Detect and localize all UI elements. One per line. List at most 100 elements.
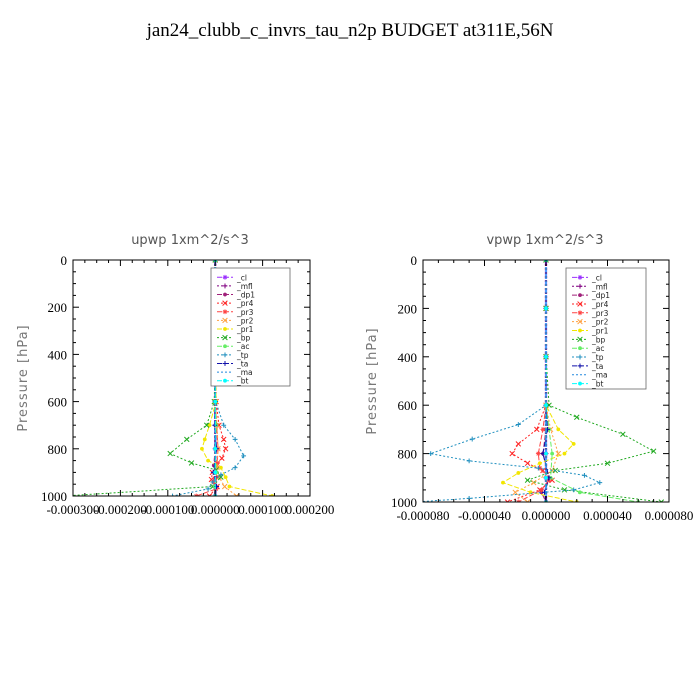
- data-point-pr1: [206, 458, 210, 463]
- data-point-bt: [544, 403, 548, 408]
- legend-label-pr2: _pr2: [591, 318, 609, 327]
- y-tick-label: 1000: [391, 495, 417, 510]
- legend-marker-dp1: [578, 293, 582, 298]
- legend-marker-ac: [578, 346, 582, 351]
- panel-title: upwp 1xm^2/s^3: [131, 233, 249, 248]
- legend-marker-pr3: [577, 310, 583, 316]
- data-point-bt: [213, 470, 218, 475]
- data-point-tp: [221, 422, 227, 428]
- legend-label-bp: _bp: [591, 335, 606, 344]
- legend-label-tp: _tp: [236, 351, 249, 360]
- x-tick-label: 0.000100: [238, 502, 287, 517]
- legend-label-pr3: _pr3: [591, 309, 609, 318]
- data-point-bp: [573, 414, 580, 421]
- legend-marker-pr4: [222, 300, 228, 306]
- x-tick-label: 0.000080: [645, 508, 694, 523]
- data-point-bp: [184, 436, 190, 443]
- data-point-bp: [561, 487, 568, 493]
- data-point-bp: [524, 477, 531, 483]
- series-line-bp: [73, 260, 222, 496]
- legend-label-ac: _ac: [236, 342, 249, 351]
- legend-marker-pr4: [577, 301, 583, 307]
- series-line-pr2: [214, 260, 237, 496]
- data-point-pr3: [214, 460, 220, 466]
- legend-label-ma: _ma: [236, 368, 253, 377]
- data-point-pr3: [535, 451, 541, 456]
- x-tick-label: 0.000200: [286, 502, 335, 517]
- data-point-bp: [203, 422, 210, 428]
- legend-marker-tp: [222, 352, 228, 358]
- data-point-pr1: [562, 451, 567, 456]
- x-tick-label: -0.000100: [141, 502, 194, 517]
- legend-label-tp: _tp: [591, 353, 604, 362]
- data-point-pr4: [504, 499, 511, 502]
- legend-label-bt: _bt: [236, 377, 249, 386]
- legend-label-pr3: _pr3: [236, 308, 254, 317]
- y-tick-label: 800: [48, 442, 68, 457]
- y-tick-label: 400: [48, 347, 68, 362]
- legend-marker-pr2: [577, 318, 583, 325]
- legend-marker-ta: [577, 363, 583, 369]
- data-point-tp: [582, 472, 587, 478]
- data-point-bp: [620, 431, 626, 437]
- legend-label-pr4: _pr4: [236, 299, 254, 308]
- data-point-bt: [213, 399, 218, 404]
- legend-marker-ac: [223, 344, 227, 349]
- data-point-bp: [188, 460, 195, 466]
- x-tick-label: 0.000000: [191, 502, 240, 517]
- legend-label-cl: _cl: [591, 273, 602, 282]
- data-point-bp: [543, 260, 549, 263]
- y-axis-label: Pressure [hPa]: [16, 324, 31, 431]
- data-point-pr4: [540, 467, 546, 474]
- legend-marker-mfl: [577, 283, 583, 289]
- legend-label-cl: _cl: [236, 273, 247, 282]
- data-point-pr1: [227, 484, 232, 489]
- y-tick-label: 800: [398, 447, 418, 462]
- data-point-pr3: [538, 487, 544, 493]
- legend-marker-pr3: [222, 309, 228, 315]
- data-point-pr1: [556, 427, 561, 432]
- data-point-pr3: [540, 427, 546, 432]
- legend-marker-tp: [577, 354, 583, 360]
- x-tick-label: -0.000080: [396, 508, 449, 523]
- data-point-tp: [571, 487, 577, 493]
- x-tick-label: -0.000200: [94, 502, 147, 517]
- data-point-tp: [232, 436, 238, 442]
- legend-marker-pr1: [223, 327, 227, 331]
- legend-marker-cl: [222, 274, 228, 280]
- upwp-panel: upwp 1xm^2/s^3 Pressure [hPa] 0 200 400 600 80…: [16, 233, 334, 517]
- x-tick-label: -0.000300: [46, 502, 99, 517]
- x-tick-label: 0.000000: [522, 508, 571, 523]
- data-point-bt: [544, 451, 548, 456]
- data-point-tp: [232, 465, 238, 471]
- x-tick-label: 0.000040: [583, 508, 632, 523]
- data-point-bt: [213, 446, 218, 451]
- data-point-pr3: [546, 477, 552, 483]
- data-point-pr4: [206, 493, 213, 496]
- data-point-pr4: [515, 441, 522, 447]
- data-point-pr2: [233, 493, 240, 496]
- data-point-tp: [428, 451, 434, 456]
- data-point-tp: [466, 458, 472, 464]
- legend-label-pr1: _pr1: [236, 325, 254, 334]
- legend-marker-pr1: [578, 328, 582, 333]
- legend-label-ta: _ta: [591, 362, 603, 371]
- data-point-bt: [544, 354, 548, 359]
- data-point-tp: [205, 486, 211, 492]
- legend: _cl_mfl_dp1_pr4_pr3_pr2_pr1_bp_ac_tp_ta_…: [565, 267, 647, 390]
- data-point-pr4: [509, 450, 515, 457]
- data-point-tp: [170, 493, 175, 496]
- data-point-pr2: [512, 489, 519, 496]
- legend-label-mfl: _mfl: [236, 282, 253, 291]
- legend-label-pr2: _pr2: [236, 316, 254, 325]
- data-point-pr4: [219, 455, 225, 461]
- legend-marker-dp1: [223, 292, 227, 297]
- data-point-tp: [597, 480, 603, 486]
- data-point-pr2: [530, 479, 537, 486]
- data-point-tp: [469, 436, 475, 442]
- legend-marker-mfl: [222, 283, 228, 289]
- legend-box: [210, 267, 291, 387]
- legend-marker-cl: [577, 275, 583, 280]
- x-tick-label: -0.000040: [458, 508, 511, 523]
